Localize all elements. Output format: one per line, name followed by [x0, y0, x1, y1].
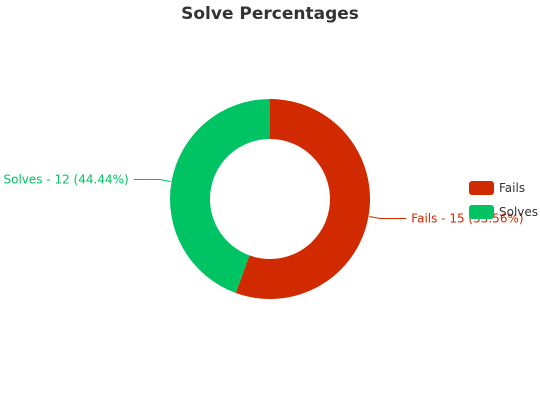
- leader-line-fails: [369, 216, 407, 219]
- legend-swatch-fails: [469, 181, 494, 195]
- slice-fails[interactable]: [235, 99, 370, 299]
- leader-line-solves: [133, 179, 171, 182]
- legend-item-fails[interactable]: Fails: [469, 181, 525, 195]
- slice-solves[interactable]: [170, 99, 270, 293]
- slice-label-fails: Fails - 15 (55.56%): [411, 211, 523, 225]
- legend-label-solves: Solves: [499, 205, 538, 219]
- legend-swatch-solves: [469, 205, 494, 219]
- legend: Fails Solves: [469, 181, 538, 219]
- legend-item-solves[interactable]: Solves: [469, 205, 538, 219]
- legend-label-fails: Fails: [499, 181, 525, 195]
- chart-title: Solve Percentages: [181, 4, 359, 24]
- labels-layer: Fails - 15 (55.56%) Solves - 12 (44.44%): [3, 173, 523, 226]
- slice-label-solves: Solves - 12 (44.44%): [3, 173, 128, 187]
- slices-layer: [170, 99, 370, 299]
